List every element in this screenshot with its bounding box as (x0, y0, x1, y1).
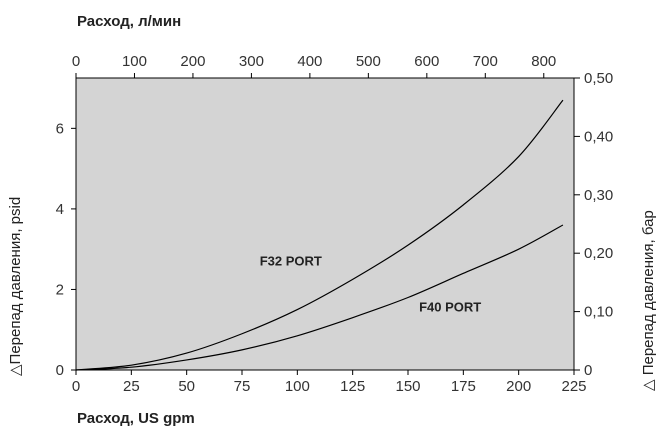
right-tick-label: 0 (584, 362, 592, 379)
bottom-tick-label: 175 (451, 378, 476, 395)
top-tick-label: 300 (239, 53, 264, 70)
series-line-f32-port (75, 99, 564, 371)
series-layer: F32 PORT F40 PORT (75, 99, 564, 371)
left-tick-label: 4 (56, 201, 64, 218)
right-tick-label: 0,40 (584, 128, 613, 145)
right-tick-label: 0,50 (584, 70, 613, 87)
right-tick-label: 0,20 (584, 245, 613, 262)
bottom-tick-label: 100 (285, 378, 310, 395)
bottom-tick-label: 50 (178, 378, 195, 395)
bottom-tick-label: 75 (234, 378, 251, 395)
top-tick-label: 600 (414, 53, 439, 70)
top-tick-label: 200 (180, 53, 205, 70)
bottom-tick-label: 150 (395, 378, 420, 395)
right-axis-title: △ Перепад давления, бар (640, 210, 657, 391)
right-tick-label: 0,10 (584, 304, 613, 321)
plot-area (76, 78, 574, 370)
series-label-f40-port: F40 PORT (419, 300, 481, 315)
bottom-tick-label: 200 (506, 378, 531, 395)
left-tick-label: 2 (56, 281, 64, 298)
bottom-tick-label: 125 (340, 378, 365, 395)
top-tick-label: 0 (72, 53, 80, 70)
bottom-axis-title: Расход, US gpm (77, 410, 195, 427)
right-tick-label: 0,30 (584, 187, 613, 204)
top-tick-label: 800 (531, 53, 556, 70)
left-axis-title: △Перепад давления, psid (7, 197, 24, 376)
series-label-f32-port: F32 PORT (260, 253, 322, 268)
top-axis-title: Расход, л/мин (77, 13, 181, 30)
axes-layer (75, 77, 575, 371)
bottom-tick-label: 0 (72, 378, 80, 395)
left-tick-label: 6 (56, 120, 64, 137)
bottom-tick-label: 225 (561, 378, 586, 395)
top-tick-label: 400 (297, 53, 322, 70)
left-tick-label: 0 (56, 362, 64, 379)
top-tick-label: 500 (356, 53, 381, 70)
top-tick-label: 100 (122, 53, 147, 70)
top-tick-label: 700 (473, 53, 498, 70)
series-line-f40-port (75, 224, 564, 371)
bottom-tick-label: 25 (123, 378, 140, 395)
